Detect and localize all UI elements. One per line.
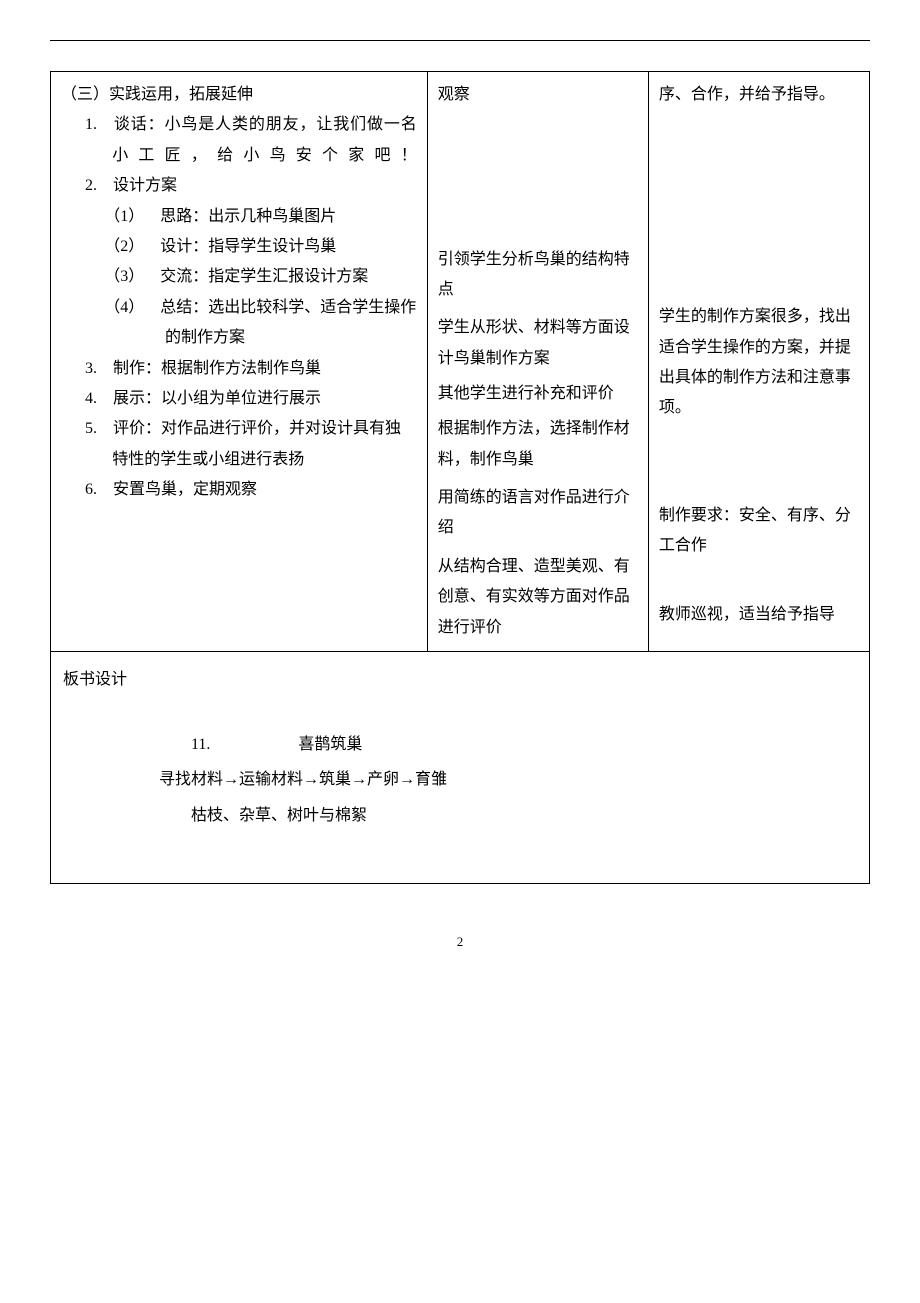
item-3: 3. 制作：根据制作方法制作鸟巢 — [61, 354, 417, 384]
col2-p3: 学生从形状、材料等方面设计鸟巢制作方案 — [438, 313, 638, 374]
col2-p1: 观察 — [438, 80, 638, 110]
board-heading: 喜鹊筑巢 — [298, 736, 362, 753]
top-divider — [50, 40, 870, 41]
item-2-4: （4） 总结：选出比较科学、适合学生操作的制作方案 — [61, 293, 417, 354]
col3-p4: 教师巡视，适当给予指导 — [659, 600, 859, 630]
board-number: 11. — [191, 736, 210, 753]
section-label: （三）实践运用，拓展延伸 — [61, 86, 253, 103]
item-1: 1. 谈话：小鸟是人类的朋友，让我们做一名小工匠，给小鸟安个家吧！ — [61, 110, 417, 171]
board-title: 板书设计 — [63, 662, 857, 697]
board-line-1: 11. 喜鹊筑巢 — [63, 727, 857, 762]
column-student-activity: 观察 引领学生分析鸟巢的结构特点 学生从形状、材料等方面设计鸟巢制作方案 其他学… — [427, 72, 648, 652]
board-line-2: 寻找材料→运输材料→筑巢→产卵→育雏 — [63, 762, 857, 797]
col2-p6: 用简练的语言对作品进行介绍 — [438, 483, 638, 544]
content-table: （三）实践运用，拓展延伸 1. 谈话：小鸟是人类的朋友，让我们做一名小工匠，给小… — [50, 71, 870, 652]
col2-p2: 引领学生分析鸟巢的结构特点 — [438, 245, 638, 306]
item-4: 4. 展示：以小组为单位进行展示 — [61, 384, 417, 414]
item-5: 5. 评价：对作品进行评价，并对设计具有独特性的学生或小组进行表扬 — [61, 414, 417, 475]
col3-p2: 学生的制作方案很多，找出适合学生操作的方案，并提出具体的制作方法和注意事项。 — [659, 302, 859, 424]
col2-p4: 其他学生进行补充和评价 — [438, 379, 638, 409]
board-line-3: 枯枝、杂草、树叶与棉絮 — [63, 798, 857, 833]
col2-p7: 从结构合理、造型美观、有创意、有实效等方面对作品进行评价 — [438, 552, 638, 643]
item-2-2: （2） 设计：指导学生设计鸟巢 — [61, 232, 417, 262]
column-activities: （三）实践运用，拓展延伸 1. 谈话：小鸟是人类的朋友，让我们做一名小工匠，给小… — [51, 72, 428, 652]
col3-p1: 序、合作，并给予指导。 — [659, 80, 859, 110]
item-2-1: （1） 思路：出示几种鸟巢图片 — [61, 202, 417, 232]
column-teacher-guidance: 序、合作，并给予指导。 学生的制作方案很多，找出适合学生操作的方案，并提出具体的… — [648, 72, 869, 652]
item-2-3: （3） 交流：指定学生汇报设计方案 — [61, 262, 417, 292]
page-number: 2 — [50, 934, 870, 950]
item-2: 2. 设计方案 — [61, 171, 417, 201]
col2-p5: 根据制作方法，选择制作材料，制作鸟巢 — [438, 414, 638, 475]
board-design-section: 板书设计 11. 喜鹊筑巢 寻找材料→运输材料→筑巢→产卵→育雏 枯枝、杂草、树… — [50, 652, 870, 884]
col3-p3: 制作要求：安全、有序、分工合作 — [659, 501, 859, 562]
section-heading: （三）实践运用，拓展延伸 — [61, 80, 417, 110]
item-6: 6. 安置鸟巢，定期观察 — [61, 475, 417, 505]
